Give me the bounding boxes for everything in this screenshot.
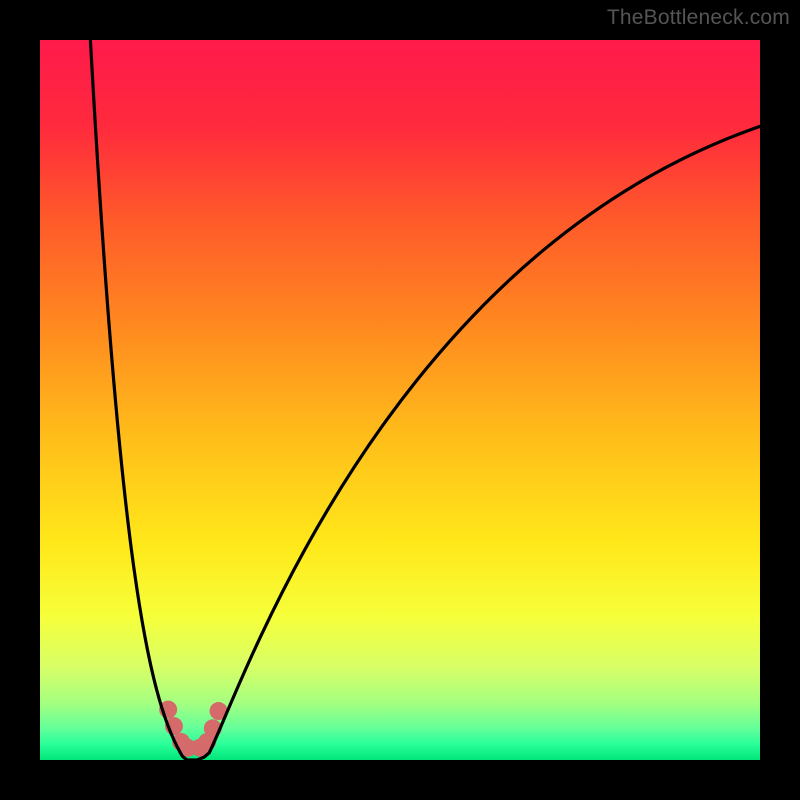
chart-container: TheBottleneck.com	[0, 0, 800, 800]
bottleneck-chart	[0, 0, 800, 800]
watermark-text: TheBottleneck.com	[607, 6, 790, 30]
